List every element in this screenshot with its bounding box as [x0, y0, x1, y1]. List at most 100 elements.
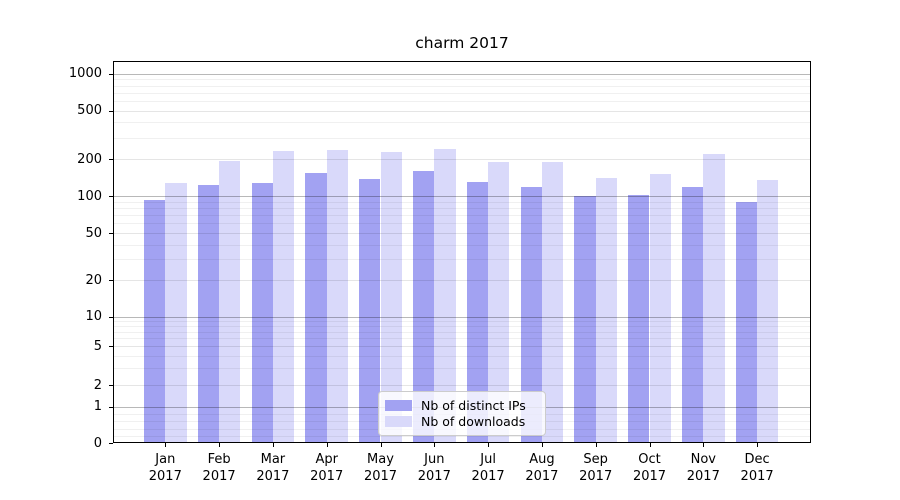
bar-distinct-ips-sep [574, 196, 596, 442]
chart-title: charm 2017 [415, 34, 509, 52]
legend-swatch-downloads [385, 415, 412, 427]
y-tick-label-5: 5 [93, 338, 102, 354]
bar-distinct-ips-oct [628, 194, 650, 442]
grid-layer [114, 61, 811, 442]
x-tick-feb [219, 443, 221, 447]
x-tick-jan [165, 443, 167, 447]
gridline-minor-300 [114, 137, 811, 139]
bar-downloads-jul [488, 161, 510, 442]
x-tick-jul [488, 443, 490, 447]
bar-distinct-ips-jun [412, 171, 435, 442]
x-tick-mar [272, 443, 274, 447]
bar-downloads-sep [595, 178, 618, 442]
x-tick-nov [703, 443, 705, 447]
y-tick-label-200: 200 [77, 151, 102, 167]
gridline-minor-7 [114, 331, 811, 333]
x-tick-aug [541, 443, 543, 447]
bar-distinct-ips-jan [143, 200, 166, 442]
gridline-major-10 [114, 316, 811, 318]
gridline-minor-600 [114, 100, 811, 102]
y-tick-label-1: 1 [93, 399, 102, 415]
legend: Nb of distinct IPs Nb of downloads [378, 391, 546, 436]
x-tick-label-jun: Jun 2017 [417, 452, 451, 484]
x-tick-label-feb: Feb 2017 [202, 452, 236, 484]
bar-distinct-ips-may [359, 178, 381, 442]
y-tick-label-2: 2 [93, 377, 102, 393]
x-tick-label-nov: Nov 2017 [686, 452, 720, 484]
y-tick-1000 [109, 73, 113, 75]
y-tick-2 [109, 385, 113, 386]
gridline-minor-9 [114, 321, 811, 323]
y-tick-label-1000: 1000 [68, 66, 102, 82]
gridline-minor-90 [114, 201, 811, 203]
x-tick-apr [326, 443, 328, 447]
y-tick-1 [109, 406, 113, 408]
gridline-sub-50 [114, 233, 811, 234]
legend-label-downloads: Nb of downloads [421, 413, 526, 429]
y-tick-label-50: 50 [85, 225, 102, 241]
gridline-minor-800 [114, 85, 811, 87]
y-tick-5 [109, 346, 113, 347]
gridline-major-1000 [114, 73, 811, 75]
bar-distinct-ips-dec [735, 201, 758, 442]
bar-distinct-ips-aug [520, 186, 542, 442]
legend-item-distinct-ips: Nb of distinct IPs [385, 398, 537, 413]
gridline-sub-2 [114, 385, 811, 386]
bar-downloads-jun [434, 148, 456, 442]
x-tick-label-jan: Jan 2017 [148, 452, 182, 484]
gridline-minor-0.2 [114, 435, 811, 437]
x-tick-dec [757, 443, 759, 447]
gridline-minor-3 [114, 367, 811, 369]
bar-downloads-feb [219, 161, 241, 442]
x-tick-label-apr: Apr 2017 [310, 452, 344, 484]
gridline-minor-6 [114, 338, 811, 340]
gridline-minor-4 [114, 355, 811, 357]
y-tick-label-100: 100 [77, 188, 102, 204]
bars-layer [114, 61, 811, 442]
gridline-minor-700 [114, 92, 811, 94]
y-tick-label-0: 0 [93, 435, 102, 451]
gridline-sub-200 [114, 159, 811, 161]
x-tick-jun [434, 443, 436, 447]
legend-swatch-distinct-ips [385, 400, 412, 411]
gridline-minor-40 [114, 244, 811, 246]
gridline-minor-70 [114, 215, 811, 217]
gridline-minor-900 [114, 79, 811, 81]
y-tick-100 [109, 196, 113, 198]
bar-distinct-ips-mar [251, 183, 273, 442]
x-tick-sep [595, 443, 597, 447]
x-tick-label-aug: Aug 2017 [525, 452, 559, 484]
bar-downloads-dec [757, 180, 779, 442]
y-tick-label-10: 10 [85, 309, 102, 325]
gridline-sub-5 [114, 346, 811, 347]
bar-downloads-aug [541, 161, 564, 442]
x-tick-label-jul: Jul 2017 [471, 452, 505, 484]
bar-downloads-may [380, 152, 402, 442]
gridline-minor-400 [114, 122, 811, 124]
y-tick-200 [109, 159, 113, 161]
gridline-sub-500 [114, 110, 811, 112]
bar-distinct-ips-feb [197, 184, 220, 442]
bar-downloads-oct [649, 173, 671, 442]
x-tick-may [380, 443, 382, 447]
bar-distinct-ips-nov [681, 186, 704, 442]
bar-downloads-mar [272, 150, 295, 442]
x-tick-label-sep: Sep 2017 [579, 452, 613, 484]
gridline-minor-80 [114, 208, 811, 210]
gridline-minor-30 [114, 259, 811, 261]
x-tick-label-dec: Dec 2017 [740, 452, 774, 484]
y-tick-10 [109, 316, 113, 318]
x-tick-label-oct: Oct 2017 [632, 452, 667, 484]
gridline-minor-8 [114, 326, 811, 328]
x-tick-oct [649, 443, 651, 447]
y-tick-500 [109, 110, 113, 112]
legend-label-distinct-ips: Nb of distinct IPs [421, 398, 526, 413]
bar-distinct-ips-jul [466, 181, 489, 442]
y-tick-label-20: 20 [85, 272, 102, 288]
gridline-minor-60 [114, 223, 811, 225]
bar-distinct-ips-apr [305, 172, 327, 442]
gridline-sub-20 [114, 280, 811, 282]
gridline-major-100 [114, 196, 811, 198]
x-tick-label-may: May 2017 [363, 452, 398, 484]
